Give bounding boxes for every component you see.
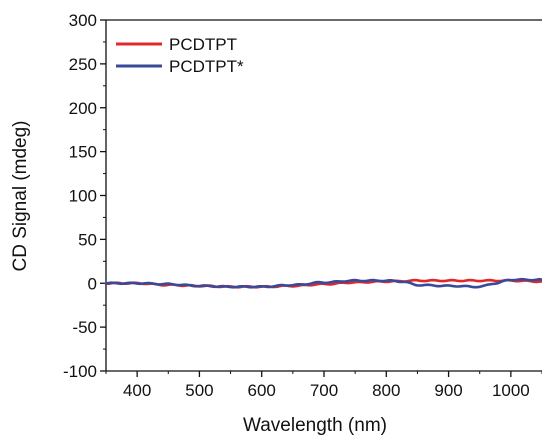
y-tick-label: 0 [88, 274, 97, 293]
x-tick-label: 700 [310, 381, 338, 400]
x-tick-label: 800 [372, 381, 400, 400]
x-tick-label: 900 [434, 381, 462, 400]
y-tick-label: 50 [78, 230, 97, 249]
y-tick-label: 300 [69, 11, 97, 30]
legend-label: PCDTPT [169, 35, 237, 54]
x-tick-label: 400 [123, 381, 151, 400]
x-axis-ticks: 400 500 600 700 800 900 1000 [105, 371, 542, 400]
y-tick-label: 250 [69, 55, 97, 74]
x-tick-label: 600 [248, 381, 276, 400]
x-axis-title: Wavelength (nm) [243, 415, 387, 436]
y-tick-label: -100 [63, 362, 97, 381]
legend-label: PCDTPT* [169, 57, 244, 76]
series-lines [104, 277, 542, 289]
y-tick-label: 200 [69, 99, 97, 118]
y-axis-ticks: -100 -50 0 50 100 150 200 250 300 [63, 11, 106, 381]
y-tick-label: 150 [69, 143, 97, 162]
legend: PCDTPT PCDTPT* [116, 35, 244, 76]
x-tick-label: 1000 [492, 381, 530, 400]
x-tick-label: 500 [185, 381, 213, 400]
y-tick-label: -50 [72, 318, 97, 337]
series-line-pcdtpt-star [104, 277, 542, 289]
y-tick-label: 100 [69, 187, 97, 206]
y-axis-title: CD Signal (mdeg) [10, 121, 31, 272]
